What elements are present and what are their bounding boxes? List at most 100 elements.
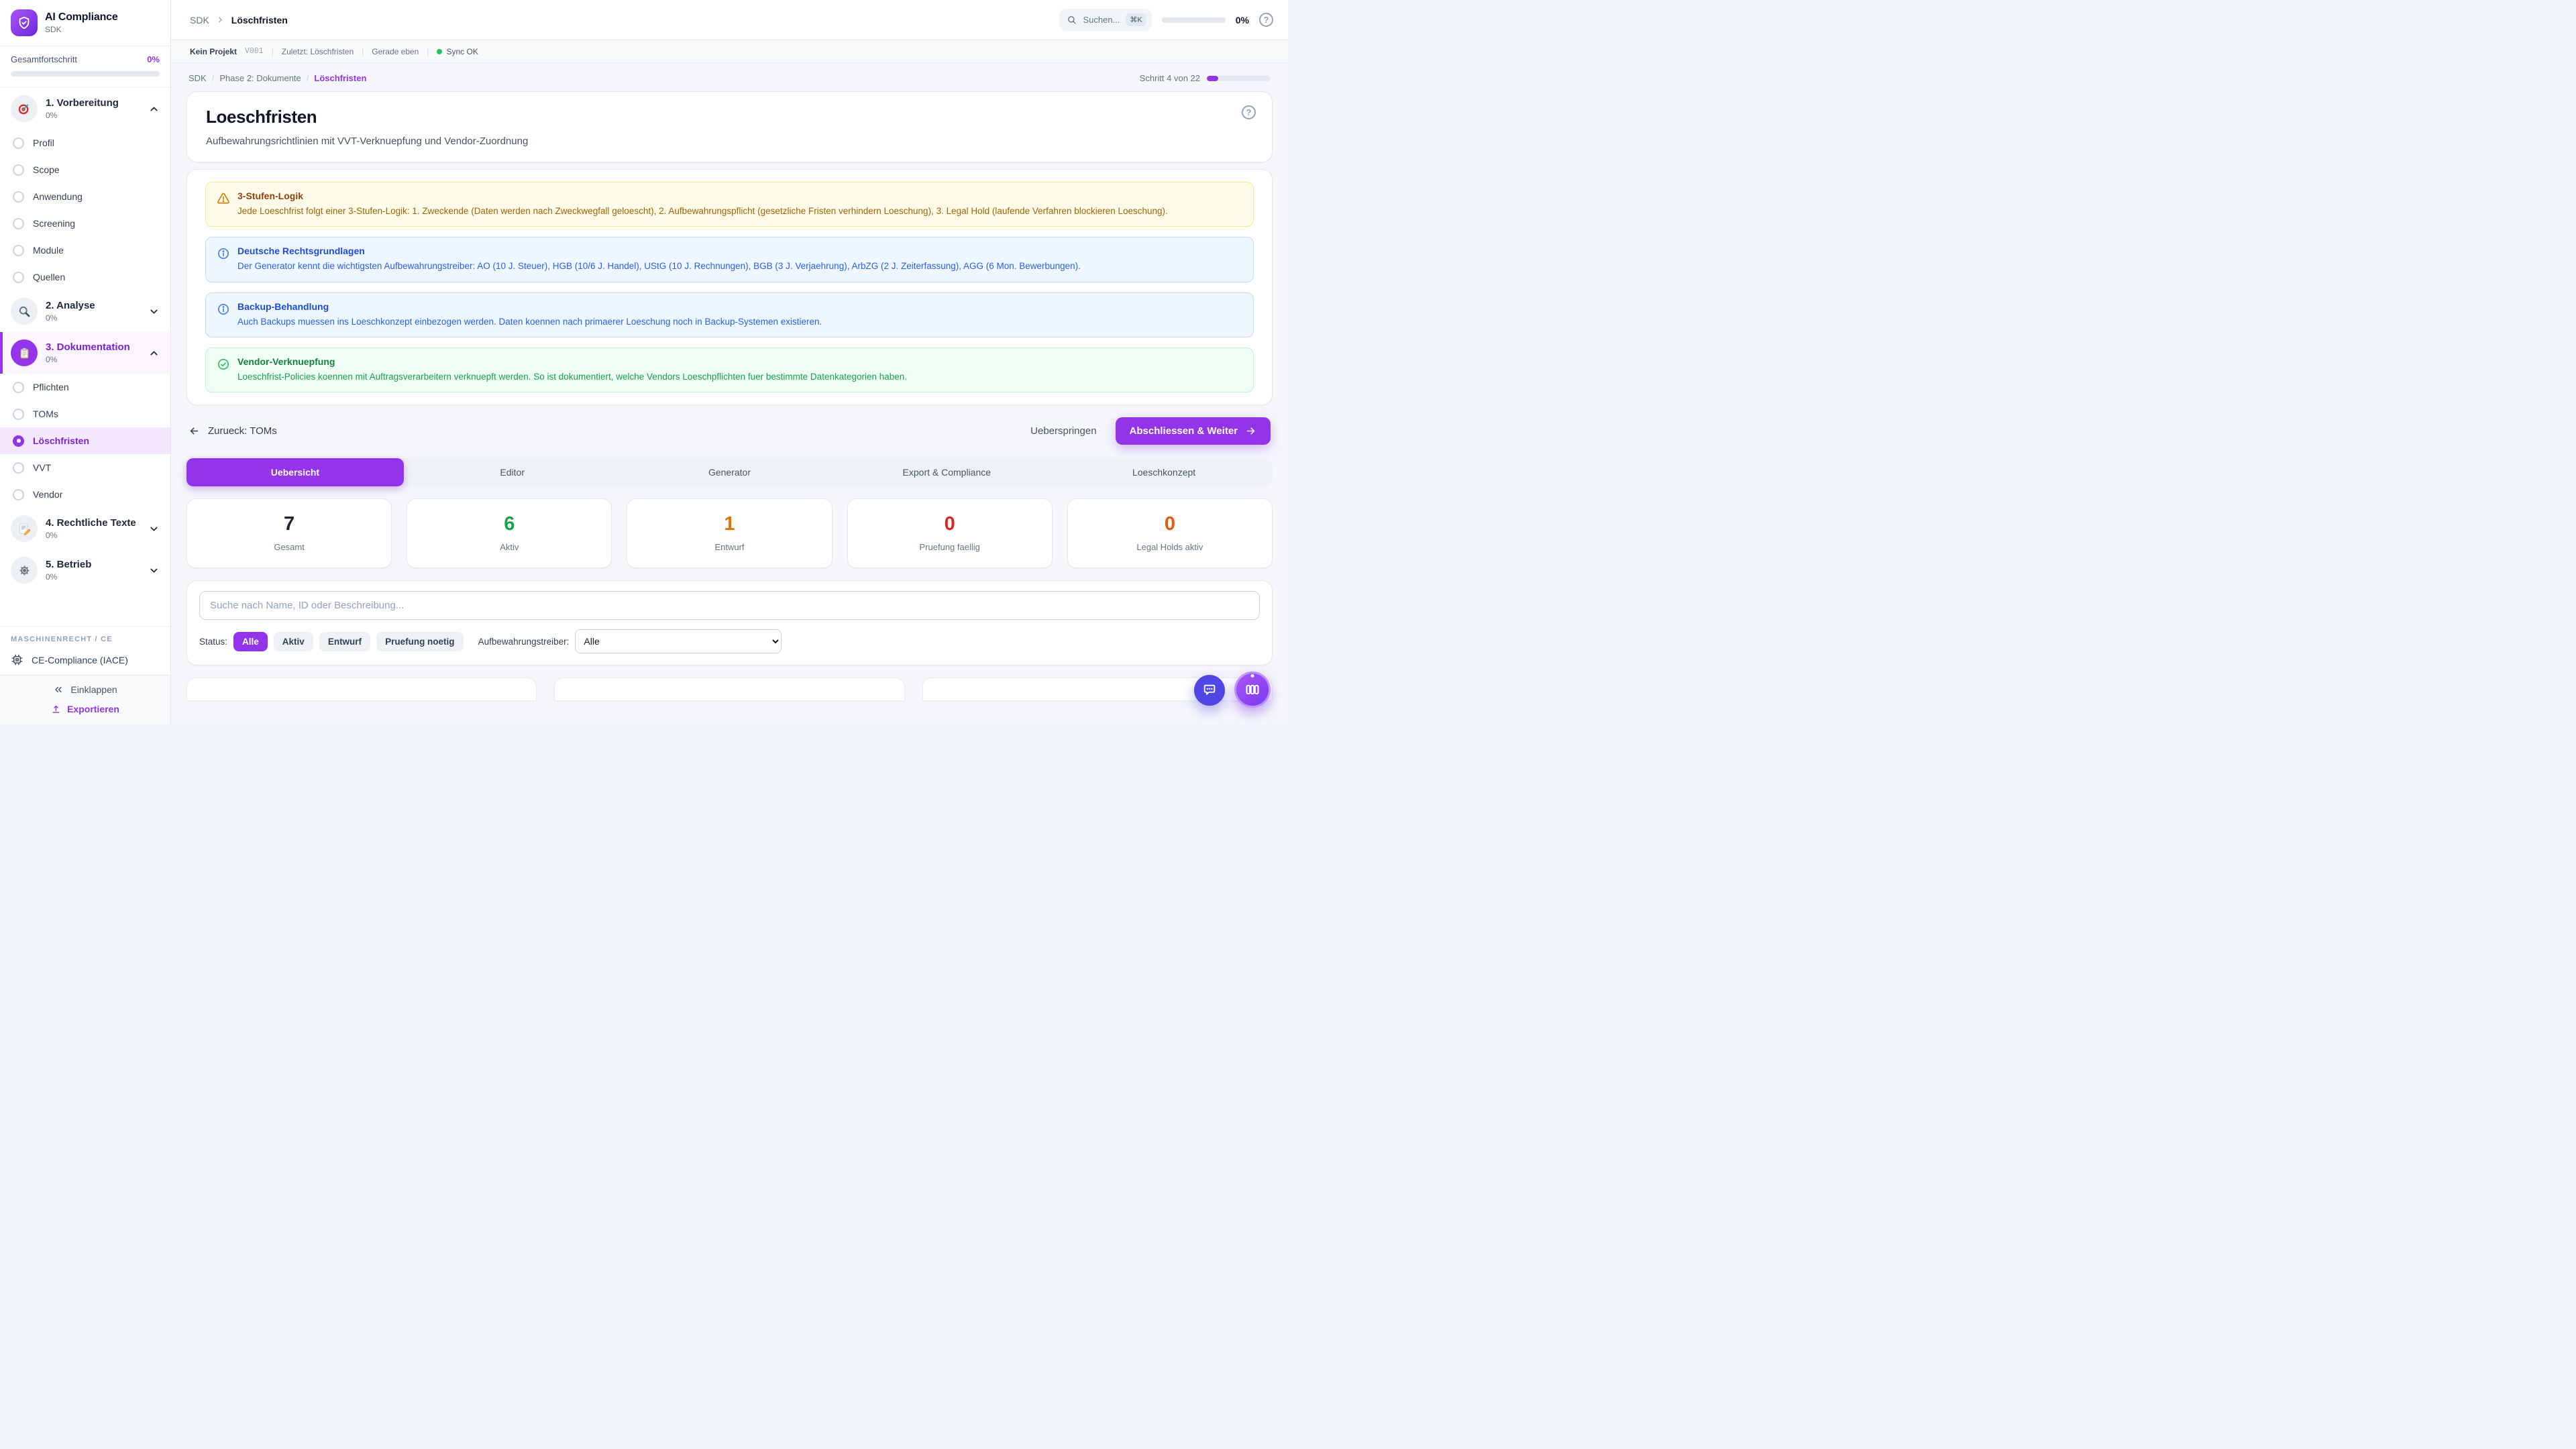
sidebar-item-vvt[interactable]: VVT bbox=[0, 454, 170, 481]
skip-button[interactable]: Ueberspringen bbox=[1030, 425, 1097, 437]
main-column: SDK Löschfristen Suchen... ⌘K 0% ? bbox=[171, 0, 1288, 724]
help-icon[interactable]: ? bbox=[1259, 13, 1273, 27]
stat-label: Entwurf bbox=[714, 542, 745, 552]
status-pill-alle[interactable]: Alle bbox=[233, 631, 268, 651]
tab-uebersicht[interactable]: Uebersicht bbox=[186, 458, 404, 486]
status-pills: Alle Aktiv Entwurf Pruefung noetig bbox=[233, 631, 464, 651]
separator: | bbox=[362, 46, 364, 56]
double-chevron-left-icon bbox=[53, 684, 64, 695]
status-filter-label: Status: bbox=[199, 636, 228, 647]
sidebar-item-profil[interactable]: Profil bbox=[0, 129, 170, 156]
sidebar-item-pflichten[interactable]: Pflichten bbox=[0, 374, 170, 400]
section-progress: 0% bbox=[46, 572, 58, 582]
policy-search-input[interactable] bbox=[199, 591, 1260, 620]
separator: | bbox=[271, 46, 274, 56]
version-badge: V001 bbox=[245, 47, 264, 56]
sidebar-section-5-betrieb[interactable]: 5. Betrieb 0% bbox=[0, 549, 170, 591]
stat-card-pruefung-faellig: 0 Pruefung faellig bbox=[847, 498, 1053, 568]
sidebar-item-vendor[interactable]: Vendor bbox=[0, 481, 170, 508]
sidebar-item-label: Vendor bbox=[33, 489, 63, 500]
status-pill-aktiv[interactable]: Aktiv bbox=[273, 631, 313, 651]
statusbar: Kein Projekt V001 | Zuletzt: Löschfriste… bbox=[171, 40, 1288, 63]
stat-label: Pruefung faellig bbox=[919, 542, 980, 552]
section-text: 4. Rechtliche Texte 0% bbox=[46, 517, 136, 540]
last-visited-label: Zuletzt: Löschfristen bbox=[281, 46, 354, 56]
magnifier-icon bbox=[11, 298, 38, 325]
section-title: 1. Vorbereitung bbox=[46, 97, 119, 109]
sidebar-section-2-analyse[interactable]: 2. Analyse 0% bbox=[0, 290, 170, 332]
sidebar-item-anwendung[interactable]: Anwendung bbox=[0, 183, 170, 210]
sidebar-section-4-rechtliche-texte[interactable]: 4. Rechtliche Texte 0% bbox=[0, 508, 170, 549]
collapse-sidebar-button[interactable]: Einklappen bbox=[53, 684, 117, 695]
chat-fab-button[interactable] bbox=[1194, 675, 1225, 706]
overall-progress-value: 0% bbox=[147, 54, 160, 64]
page-breadcrumb: SDK / Phase 2: Dokumente / Löschfristen bbox=[189, 73, 366, 83]
page-breadcrumb-current: Löschfristen bbox=[314, 73, 367, 83]
search-icon bbox=[1067, 15, 1077, 25]
page-title: Loeschfristen bbox=[206, 107, 317, 127]
sidebar-item-label: VVT bbox=[33, 462, 52, 473]
upload-icon bbox=[51, 704, 61, 714]
sidebar-section-1-vorbereitung[interactable]: 1. Vorbereitung 0% bbox=[0, 88, 170, 129]
tab-editor[interactable]: Editor bbox=[500, 467, 525, 478]
sidebar-item-löschfristen[interactable]: Löschfristen bbox=[0, 427, 170, 454]
sidebar-item-scope[interactable]: Scope bbox=[0, 156, 170, 183]
stats-row: 7 Gesamt 6 Aktiv 1 Entwurf 0 Pruefung faellig 0 L… bbox=[186, 498, 1273, 568]
sync-ok-dot-icon bbox=[437, 48, 443, 54]
status-pill-entwurf[interactable]: Entwurf bbox=[319, 631, 371, 651]
back-button[interactable]: Zurueck: TOMs bbox=[189, 425, 277, 437]
driver-select[interactable]: Alle bbox=[575, 629, 782, 653]
radio-empty-icon bbox=[13, 408, 24, 420]
status-pill-pruefung-noetig[interactable]: Pruefung noetig bbox=[376, 631, 464, 651]
info-icon bbox=[217, 303, 230, 329]
stat-value: 0 bbox=[1164, 513, 1175, 535]
chat-bubble-icon bbox=[1202, 683, 1217, 698]
section-progress: 0% bbox=[46, 355, 58, 364]
tab-loeschkonzept[interactable]: Loeschkonzept bbox=[1132, 467, 1196, 478]
page-breadcrumb-link[interactable]: SDK bbox=[189, 73, 207, 83]
app-root: AI Compliance SDK Gesamtfortschritt 0% 1… bbox=[0, 0, 1288, 724]
section-progress: 0% bbox=[46, 313, 58, 323]
app-title: AI Compliance bbox=[45, 11, 118, 23]
note-deutsche-rechtsgrundlagen: Deutsche Rechtsgrundlagen Der Generator k… bbox=[205, 237, 1254, 282]
policy-card-stub bbox=[186, 678, 537, 700]
wizard-nav-row: Zurueck: TOMs Ueberspringen Abschliessen… bbox=[186, 417, 1273, 445]
page-content: SDK / Phase 2: Dokumente / Löschfristen Schr… bbox=[171, 63, 1288, 724]
columns-view-fab-button[interactable] bbox=[1234, 672, 1271, 708]
project-name: Kein Projekt bbox=[190, 46, 237, 56]
section-title: 5. Betrieb bbox=[46, 559, 92, 570]
sidebar-item-toms[interactable]: TOMs bbox=[0, 400, 170, 427]
radio-empty-icon bbox=[13, 164, 24, 176]
sidebar-item-module[interactable]: Module bbox=[0, 237, 170, 264]
card-help-icon[interactable]: ? bbox=[1242, 105, 1256, 119]
tab-export-compliance[interactable]: Export & Compliance bbox=[902, 467, 991, 478]
back-label: Zurueck: TOMs bbox=[208, 425, 277, 437]
export-button[interactable]: Exportieren bbox=[51, 704, 119, 714]
target-icon bbox=[11, 95, 38, 122]
global-search-button[interactable]: Suchen... ⌘K bbox=[1059, 9, 1152, 31]
sync-status: Sync OK bbox=[437, 47, 478, 56]
warning-icon bbox=[217, 192, 230, 218]
chevron-right-icon bbox=[216, 15, 225, 24]
tab-generator[interactable]: Generator bbox=[708, 467, 751, 478]
sidebar-item-screening[interactable]: Screening bbox=[0, 210, 170, 237]
stat-card-legal-holds-aktiv: 0 Legal Holds aktiv bbox=[1067, 498, 1273, 568]
note-vendor-verknuepfung: Vendor-Verknuepfung Loeschfrist-Policies … bbox=[205, 347, 1254, 392]
step-label: Schritt 4 von 22 bbox=[1139, 73, 1200, 83]
app-logo-shield-icon bbox=[11, 9, 38, 36]
policy-list-row bbox=[186, 678, 1273, 700]
sidebar-item-ce-compliance[interactable]: CE-Compliance (IACE) bbox=[0, 647, 170, 675]
sidebar-item-label: Module bbox=[33, 245, 64, 256]
page-breadcrumb-link[interactable]: Phase 2: Dokumente bbox=[219, 73, 301, 83]
finish-next-button[interactable]: Abschliessen & Weiter bbox=[1115, 417, 1271, 445]
memo-icon bbox=[11, 515, 38, 542]
sidebar-section-3-dokumentation[interactable]: 3. Dokumentation 0% bbox=[0, 332, 170, 374]
search-shortcut-kbd: ⌘K bbox=[1126, 13, 1146, 26]
sidebar-nav: 1. Vorbereitung 0% Profil Scope Anwendung Scr… bbox=[0, 88, 170, 626]
sidebar-item-quellen[interactable]: Quellen bbox=[0, 264, 170, 290]
breadcrumb-root[interactable]: SDK bbox=[190, 14, 209, 25]
note-title: 3-Stufen-Logik bbox=[237, 191, 303, 201]
machine-section-label: MASCHINENRECHT / CE bbox=[11, 635, 113, 643]
radio-empty-icon bbox=[13, 137, 24, 149]
note-body: Der Generator kennt die wichtigsten Aufb… bbox=[237, 261, 1081, 272]
